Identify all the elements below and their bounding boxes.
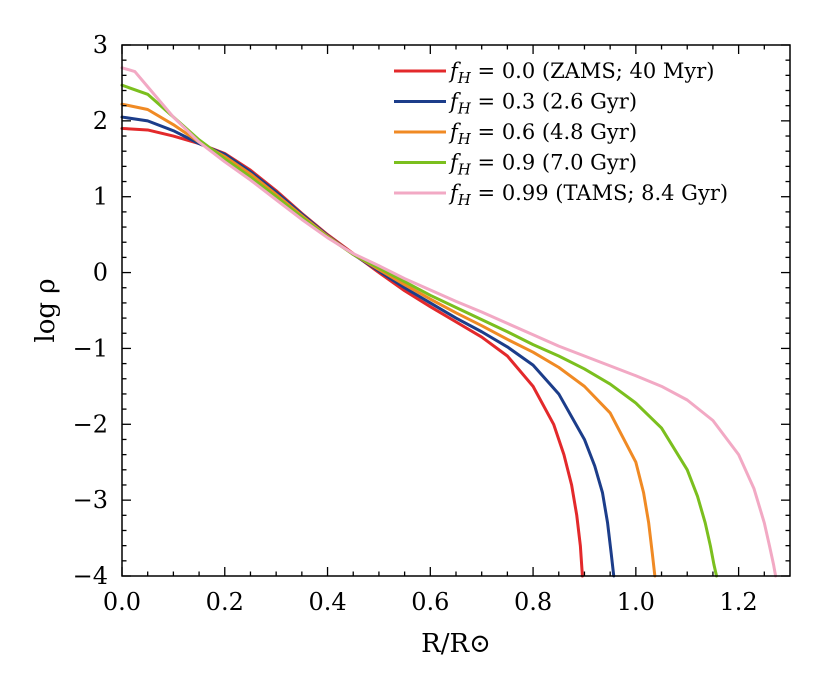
- y-tick-label: −4: [73, 562, 108, 590]
- series-line: [120, 83, 719, 578]
- series-line: [120, 66, 778, 578]
- x-tick-label: 0.8: [514, 588, 552, 616]
- y-tick-label: −1: [73, 334, 108, 362]
- series-line: [120, 102, 657, 578]
- legend-label: fH = 0.9 (7.0 Gyr): [448, 151, 637, 179]
- x-tick-label: 0.0: [103, 588, 141, 616]
- tick-labels: 0.0 0.2 0.4 0.6 0.8 1.0 1.2 −4 −3 −2 −1 0 1 2 3: [73, 31, 758, 616]
- y-tick-label: 2: [93, 107, 108, 135]
- y-tick-label: 0: [93, 259, 108, 287]
- x-tick-label: 1.2: [720, 588, 758, 616]
- x-tick-label: 0.4: [308, 588, 346, 616]
- x-tick-label: 0.2: [206, 588, 244, 616]
- legend-label: fH = 0.6 (4.8 Gyr): [448, 120, 637, 148]
- y-tick-label: −2: [73, 410, 108, 438]
- legend-label: fH = 0.99 (TAMS; 8.4 Gyr): [448, 181, 728, 209]
- x-tick-label: 0.6: [411, 588, 449, 616]
- legend: fH = 0.0 (ZAMS; 40 Myr) fH = 0.3 (2.6 Gyr…: [394, 59, 728, 209]
- plot-lines: [120, 66, 778, 578]
- y-axis-label: log ρ: [31, 278, 61, 342]
- axes-frame: [121, 44, 791, 577]
- y-tick-label: 1: [93, 183, 108, 211]
- y-tick-label: 3: [93, 31, 108, 59]
- legend-label: fH = 0.0 (ZAMS; 40 Myr): [448, 59, 714, 87]
- x-axis-label: R/R⊙: [421, 629, 491, 659]
- legend-label: fH = 0.3 (2.6 Gyr): [448, 90, 637, 118]
- x-tick-label: 1.0: [617, 588, 655, 616]
- y-tick-label: −3: [73, 486, 108, 514]
